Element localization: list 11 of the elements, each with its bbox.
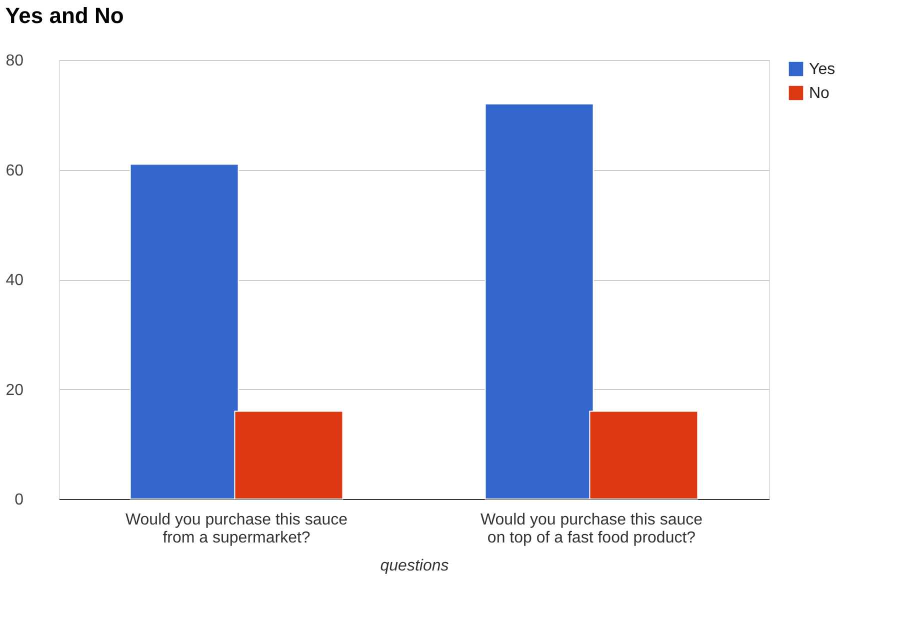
legend-label: Yes: [809, 61, 836, 78]
y-tick-label: 0: [14, 492, 24, 508]
x-axis-title: questions: [380, 558, 449, 574]
x-tick-label: Would you purchase this sauce on top of a fast food product?: [480, 512, 703, 546]
y-tick-label: 40: [6, 272, 24, 289]
x-tick-label: Would you purchase this sauce from a supermarket?: [125, 512, 348, 546]
chart-title: Yes and No: [5, 3, 124, 28]
y-tick-label: 80: [6, 52, 24, 70]
y-tick-label: 20: [6, 382, 24, 399]
legend-label: No: [809, 85, 830, 102]
y-tick-label: 60: [6, 162, 24, 180]
